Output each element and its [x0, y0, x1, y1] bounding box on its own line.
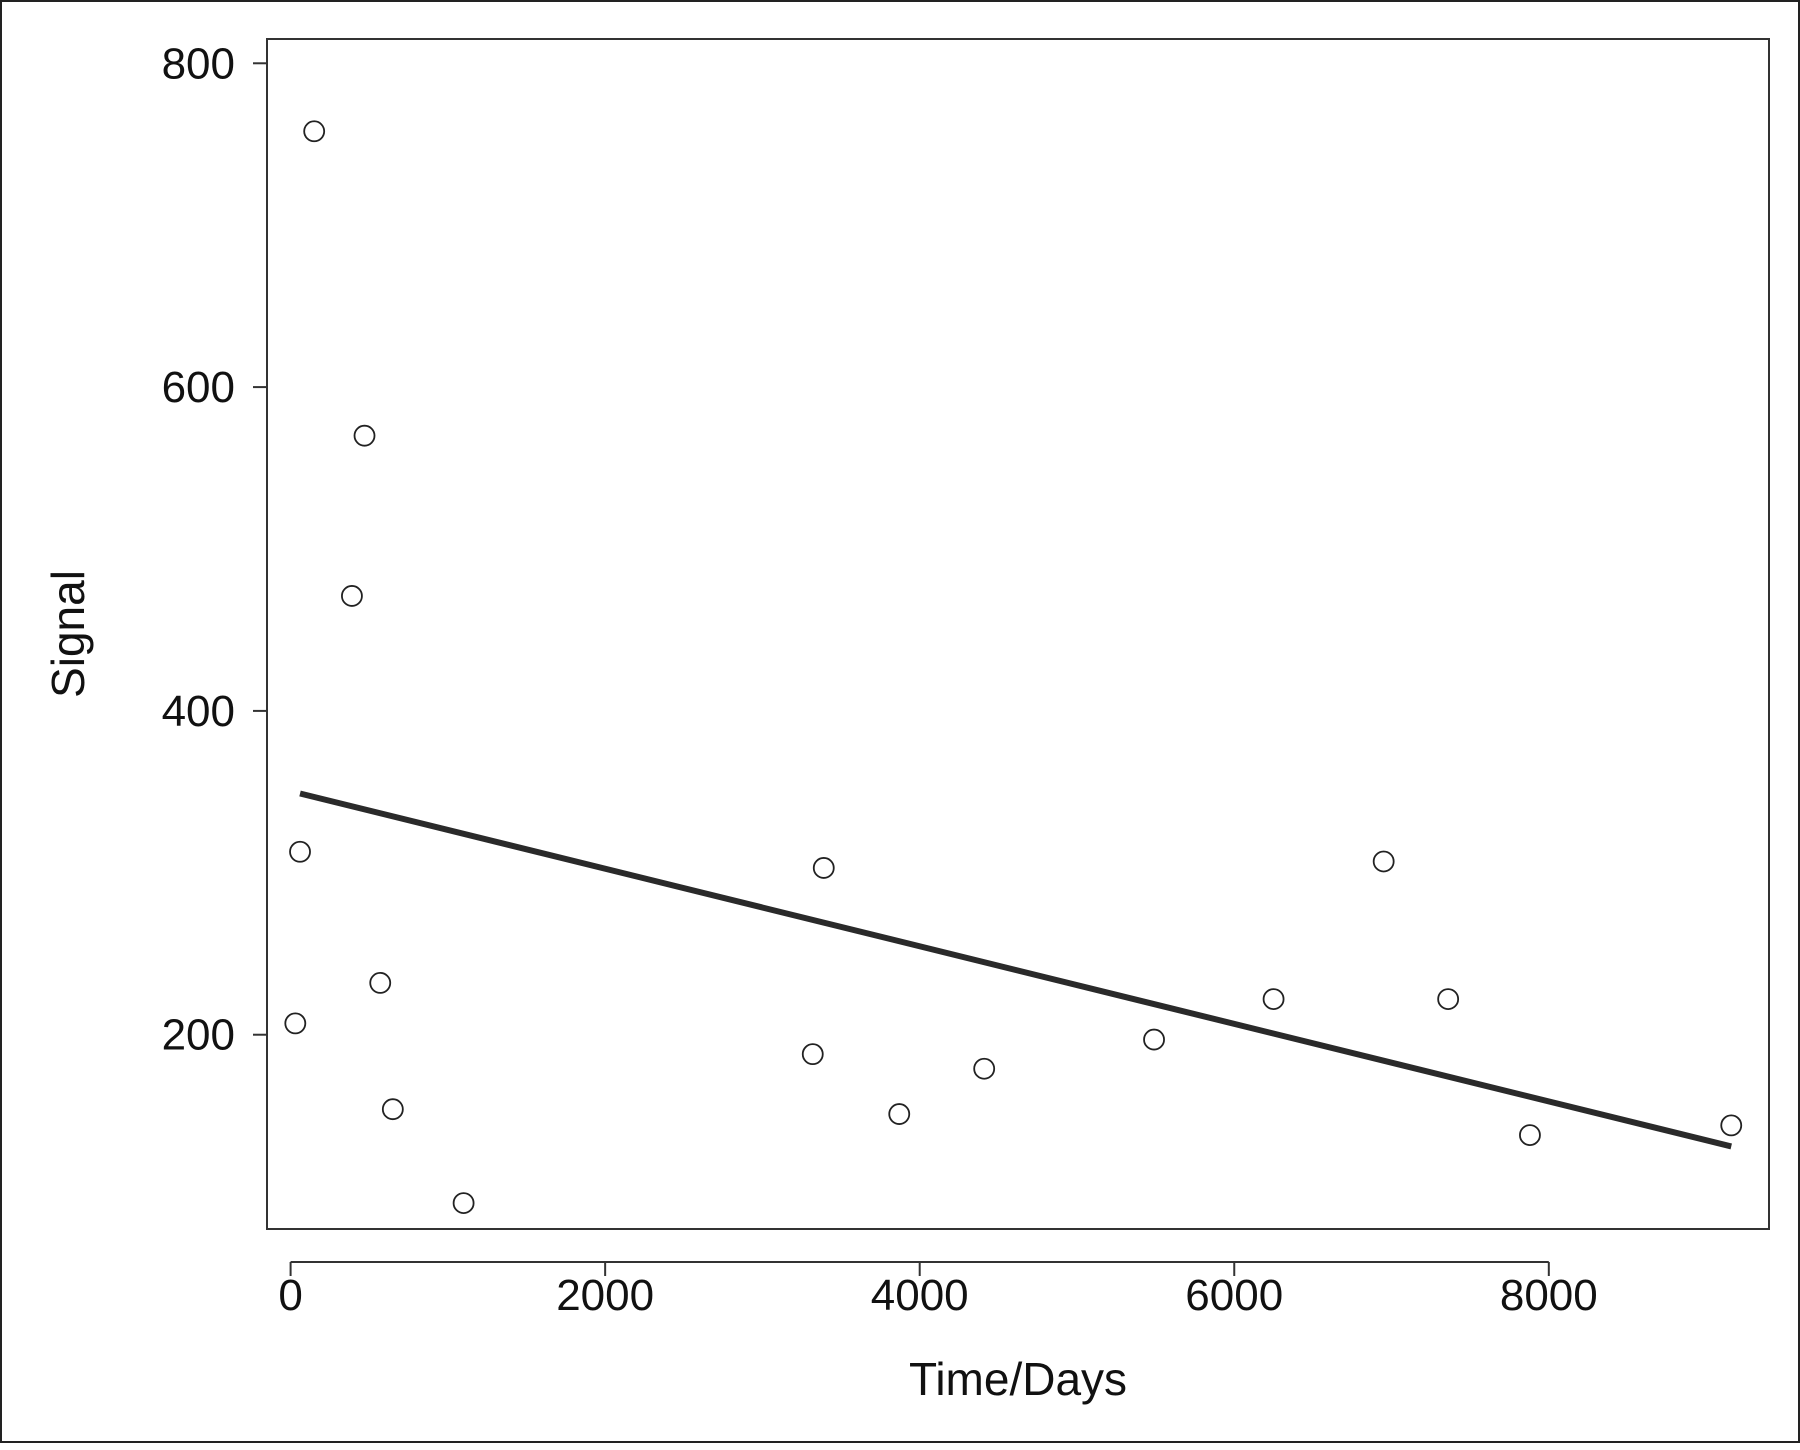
- trend-line-layer: [299, 790, 1732, 1150]
- data-point: [353, 424, 376, 447]
- data-point: [812, 857, 835, 879]
- data-point: [369, 972, 392, 994]
- y-axis-title: Signal: [42, 570, 94, 698]
- x-tick-label: 6000: [1185, 1271, 1283, 1320]
- x-tick-label: 8000: [1500, 1271, 1598, 1320]
- x-axis: 0 2000 4000 6000 8000: [278, 1261, 1598, 1320]
- data-point: [341, 585, 363, 607]
- data-points-layer: [284, 120, 1743, 1214]
- data-point: [1720, 1114, 1743, 1137]
- data-point: [381, 1098, 404, 1121]
- data-point: [1262, 988, 1285, 1010]
- data-point: [801, 1043, 824, 1066]
- y-tick-label: 600: [162, 363, 235, 412]
- x-tick-label: 0: [278, 1271, 302, 1320]
- y-tick-label: 400: [162, 687, 235, 736]
- y-axis: 200 400 600 800: [162, 39, 268, 1060]
- data-point: [1519, 1124, 1541, 1146]
- data-point: [888, 1103, 911, 1125]
- data-point: [1372, 850, 1395, 873]
- x-tick-label: 2000: [556, 1271, 654, 1320]
- data-point: [452, 1192, 475, 1214]
- data-point: [284, 1012, 307, 1035]
- y-tick-label: 200: [162, 1011, 235, 1060]
- x-tick-label: 4000: [871, 1271, 969, 1320]
- data-point: [303, 120, 326, 143]
- y-tick-label: 800: [162, 39, 235, 88]
- data-point: [973, 1057, 996, 1080]
- data-point: [1143, 1028, 1165, 1051]
- x-axis-title: Time/Days: [909, 1353, 1127, 1405]
- data-point: [1437, 988, 1460, 1010]
- regression-line: [299, 790, 1732, 1150]
- data-point: [289, 840, 311, 863]
- plot-area-frame: [266, 38, 1770, 1230]
